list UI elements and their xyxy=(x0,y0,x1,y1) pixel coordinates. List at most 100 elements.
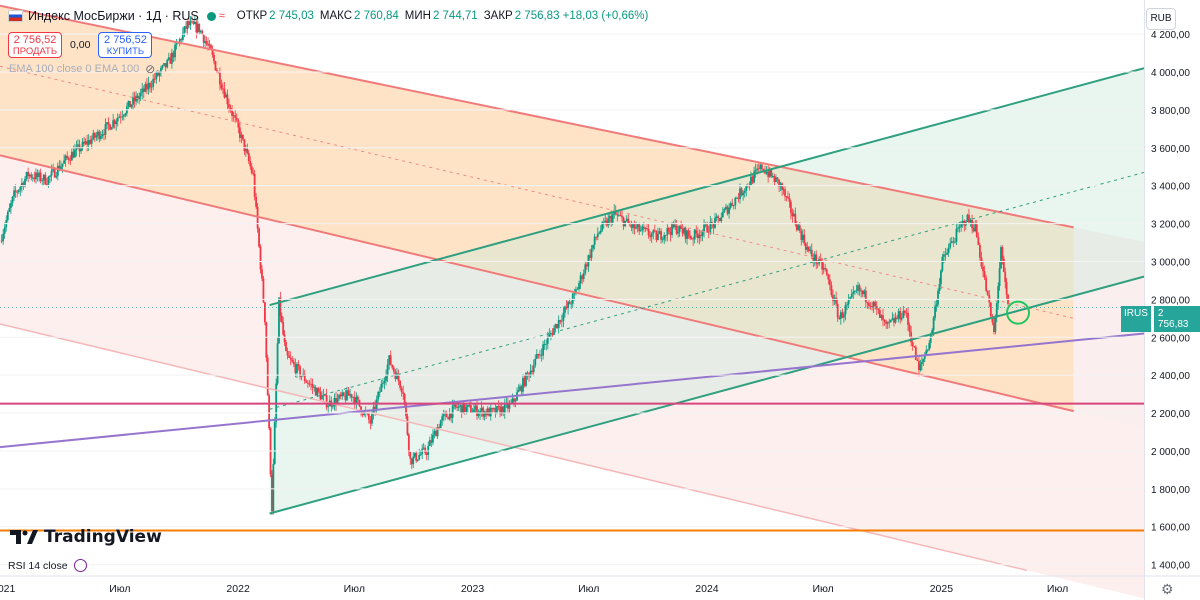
candle-body xyxy=(155,72,158,80)
candle-body xyxy=(430,440,433,443)
currency-selector[interactable]: RUB xyxy=(1146,8,1176,30)
tradingview-logo[interactable]: TradingView xyxy=(10,527,162,547)
ohlc-close-value: 2 756,83 +18,03 (+0,66%) xyxy=(514,10,649,22)
candle-body xyxy=(191,21,193,23)
candle-body xyxy=(952,241,955,243)
candle-body xyxy=(585,264,588,267)
candle-body xyxy=(199,30,202,32)
wave-icon: ≈ xyxy=(218,10,225,22)
candle-body xyxy=(171,52,173,64)
candle-body xyxy=(35,172,37,180)
candle-body xyxy=(282,321,285,335)
candle-body xyxy=(635,227,637,229)
candle-body xyxy=(369,419,372,424)
candle-body xyxy=(289,357,292,360)
symbol-title[interactable]: Индекс МосБиржи · 1Д · RUS xyxy=(28,9,199,23)
candle-body xyxy=(152,78,155,87)
candle-body xyxy=(795,224,798,231)
candle-body xyxy=(729,203,732,208)
candle-body xyxy=(773,176,776,183)
ohlc-close-label: ЗАКР xyxy=(483,10,513,22)
sell-button[interactable]: 2 756,52 ПРОДАТЬ xyxy=(8,32,62,58)
candle-body xyxy=(138,96,141,100)
candle-body xyxy=(686,230,688,239)
candle-body xyxy=(333,397,336,407)
candle-body xyxy=(178,39,181,43)
candle-body xyxy=(110,127,113,130)
candle-body xyxy=(316,388,319,396)
candle-body xyxy=(929,334,932,344)
candle-body xyxy=(93,133,96,138)
candle-body xyxy=(418,455,421,460)
ema-indicator-legend[interactable]: EMA 100 close 0 EMA 100 ⊘ xyxy=(9,62,155,76)
candle-body xyxy=(42,174,45,181)
indicator-sync-icon[interactable] xyxy=(73,559,87,572)
candle-body xyxy=(709,222,712,233)
candle-body xyxy=(61,163,64,167)
candle-body xyxy=(234,115,237,118)
candle-body xyxy=(852,291,855,294)
candle-body xyxy=(542,344,544,356)
candle-body xyxy=(20,182,23,187)
candle-body xyxy=(546,336,549,344)
candle-body xyxy=(367,413,370,420)
candle-body xyxy=(403,393,406,404)
candle-body xyxy=(715,216,718,219)
candle-body xyxy=(201,30,204,35)
candle-body xyxy=(532,365,535,373)
candle-body xyxy=(861,290,864,295)
sell-price: 2 756,52 xyxy=(13,34,57,46)
candle-body xyxy=(979,245,981,258)
candle-body xyxy=(240,134,243,138)
eye-hidden-icon[interactable]: ⊘ xyxy=(145,62,156,76)
candle-body xyxy=(122,115,125,117)
settings-gear-icon[interactable]: ⚙ xyxy=(1161,581,1174,597)
candle-body xyxy=(522,377,524,392)
spread-value: 0,00 xyxy=(70,39,91,51)
candle-body xyxy=(335,397,337,405)
candle-body xyxy=(313,387,316,388)
candle-body xyxy=(789,201,792,213)
candle-body xyxy=(822,267,825,270)
candle-body xyxy=(750,176,752,186)
candle-body xyxy=(905,312,908,314)
candle-body xyxy=(377,391,380,400)
candle-body xyxy=(268,395,271,429)
candle-body xyxy=(760,164,763,170)
candle-body xyxy=(650,233,653,237)
buy-button[interactable]: 2 756,52 КУПИТЬ xyxy=(98,32,153,58)
candle-body xyxy=(45,184,48,186)
candle-body xyxy=(83,141,85,144)
candle-body xyxy=(265,322,268,358)
rsi-indicator-legend[interactable]: RSI 14 close xyxy=(8,559,87,572)
candle-body xyxy=(438,427,441,429)
candle-body xyxy=(249,161,252,167)
candle-body xyxy=(619,215,622,217)
candle-body xyxy=(308,383,311,385)
candle-body xyxy=(342,392,345,396)
candle-body xyxy=(30,174,33,178)
candle-body xyxy=(107,122,110,125)
candle-body xyxy=(717,216,720,219)
candle-body xyxy=(272,463,275,512)
candle-body xyxy=(49,175,51,177)
candle-body xyxy=(669,231,672,235)
candle-body xyxy=(243,139,246,152)
candle-body xyxy=(396,373,398,380)
candle-body xyxy=(156,72,159,76)
candle-body xyxy=(671,223,673,235)
candle-body xyxy=(104,124,107,135)
candle-body xyxy=(183,26,186,33)
candle-body xyxy=(776,177,779,180)
candle-body xyxy=(147,83,150,90)
ohlc-low-value: 2 744,71 xyxy=(432,10,478,22)
y-tick-label: 2 800,00 xyxy=(1151,295,1190,306)
candle-body xyxy=(902,310,905,318)
candle-body xyxy=(627,218,630,223)
candle-body xyxy=(553,328,555,335)
candle-body xyxy=(562,312,565,321)
candle-body xyxy=(974,223,977,232)
candle-body xyxy=(868,303,870,306)
candle-body xyxy=(288,355,291,358)
